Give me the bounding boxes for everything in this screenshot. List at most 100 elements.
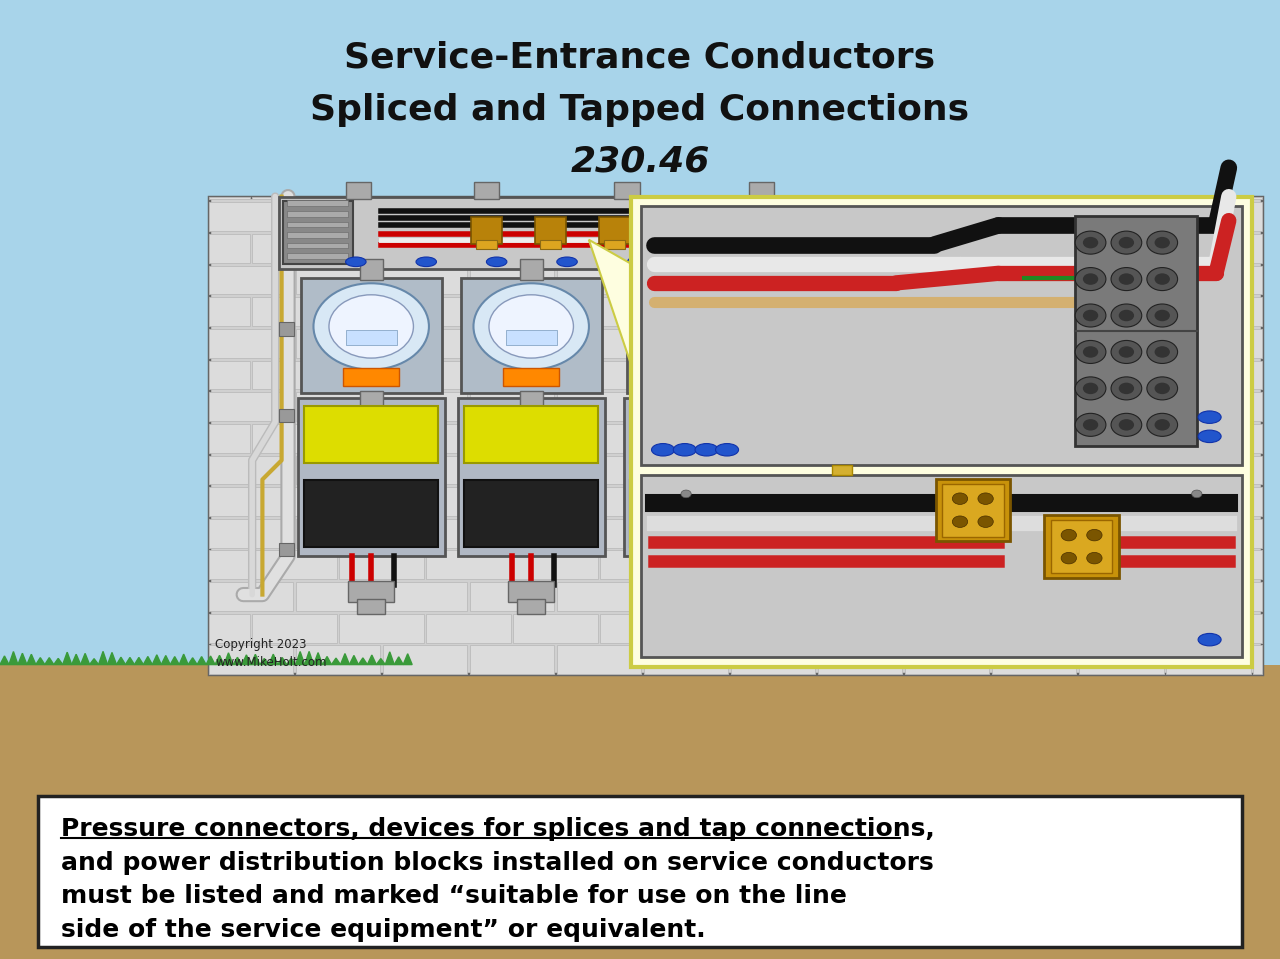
Bar: [1253, 645, 1262, 674]
Bar: [687, 234, 772, 263]
Polygon shape: [278, 658, 287, 665]
Bar: [1079, 582, 1164, 611]
Bar: [287, 211, 348, 217]
Circle shape: [1119, 419, 1134, 431]
Bar: [992, 329, 1076, 358]
Bar: [465, 406, 599, 463]
Circle shape: [1147, 340, 1178, 363]
Bar: [687, 424, 772, 453]
Bar: [383, 519, 467, 548]
Polygon shape: [296, 651, 305, 665]
Bar: [287, 200, 348, 206]
Bar: [644, 519, 728, 548]
Ellipse shape: [695, 443, 718, 456]
Bar: [1036, 361, 1120, 389]
Polygon shape: [305, 651, 314, 665]
Polygon shape: [340, 654, 349, 665]
Bar: [1253, 582, 1262, 611]
Polygon shape: [403, 654, 412, 665]
Bar: [557, 519, 641, 548]
Bar: [1079, 645, 1164, 674]
Circle shape: [1119, 310, 1134, 321]
Bar: [513, 424, 598, 453]
Bar: [731, 519, 815, 548]
Bar: [461, 278, 602, 393]
Bar: [426, 297, 511, 326]
Circle shape: [1155, 383, 1170, 394]
Circle shape: [1111, 304, 1142, 327]
Ellipse shape: [1198, 430, 1221, 442]
Bar: [209, 234, 250, 263]
Bar: [818, 645, 902, 674]
Bar: [1044, 516, 1119, 577]
Ellipse shape: [640, 283, 755, 369]
Bar: [508, 581, 554, 602]
Bar: [513, 234, 598, 263]
Bar: [861, 424, 946, 453]
Bar: [818, 582, 902, 611]
Polygon shape: [197, 657, 206, 665]
Bar: [948, 424, 1033, 453]
Polygon shape: [394, 657, 403, 665]
Bar: [948, 361, 1033, 389]
Polygon shape: [251, 654, 260, 665]
Circle shape: [1155, 346, 1170, 358]
Bar: [1166, 202, 1251, 231]
Circle shape: [1083, 383, 1098, 394]
Circle shape: [1147, 304, 1178, 327]
Bar: [1166, 392, 1251, 421]
Polygon shape: [36, 658, 45, 665]
Bar: [470, 266, 554, 294]
Polygon shape: [269, 654, 278, 665]
Bar: [252, 487, 337, 516]
Text: and power distribution blocks installed on service conductors: and power distribution blocks installed …: [61, 851, 934, 875]
Bar: [774, 361, 859, 389]
Bar: [283, 201, 353, 264]
Bar: [503, 368, 559, 386]
Bar: [774, 550, 859, 579]
Bar: [383, 329, 467, 358]
Bar: [992, 266, 1076, 294]
Bar: [905, 582, 989, 611]
Bar: [631, 406, 765, 463]
Bar: [465, 480, 599, 547]
Bar: [992, 202, 1076, 231]
Bar: [627, 278, 768, 393]
Circle shape: [1155, 310, 1170, 321]
Bar: [1210, 424, 1262, 453]
Bar: [905, 456, 989, 484]
Bar: [948, 197, 1033, 199]
Bar: [343, 368, 399, 386]
Bar: [557, 266, 641, 294]
Bar: [818, 266, 902, 294]
Bar: [731, 456, 815, 484]
Bar: [861, 550, 946, 579]
Ellipse shape: [627, 257, 648, 267]
Polygon shape: [99, 651, 108, 665]
Bar: [513, 197, 598, 199]
Ellipse shape: [673, 443, 696, 456]
Bar: [644, 392, 728, 421]
Polygon shape: [188, 658, 197, 665]
Polygon shape: [90, 659, 99, 665]
Bar: [687, 297, 772, 326]
Bar: [1253, 456, 1262, 484]
Bar: [38, 796, 1242, 947]
Text: Service-Entrance Conductors: Service-Entrance Conductors: [344, 40, 936, 75]
Bar: [470, 456, 554, 484]
Bar: [426, 361, 511, 389]
Polygon shape: [27, 654, 36, 665]
Bar: [209, 582, 293, 611]
Polygon shape: [81, 653, 90, 665]
Bar: [383, 582, 467, 611]
Text: must be listed and marked “suitable for use on the line: must be listed and marked “suitable for …: [61, 884, 847, 908]
Bar: [474, 182, 499, 199]
Bar: [209, 487, 250, 516]
Bar: [540, 240, 561, 249]
Bar: [1210, 487, 1262, 516]
Bar: [905, 202, 989, 231]
Bar: [1036, 614, 1120, 643]
Circle shape: [952, 493, 968, 504]
Bar: [470, 329, 554, 358]
Bar: [948, 234, 1033, 263]
